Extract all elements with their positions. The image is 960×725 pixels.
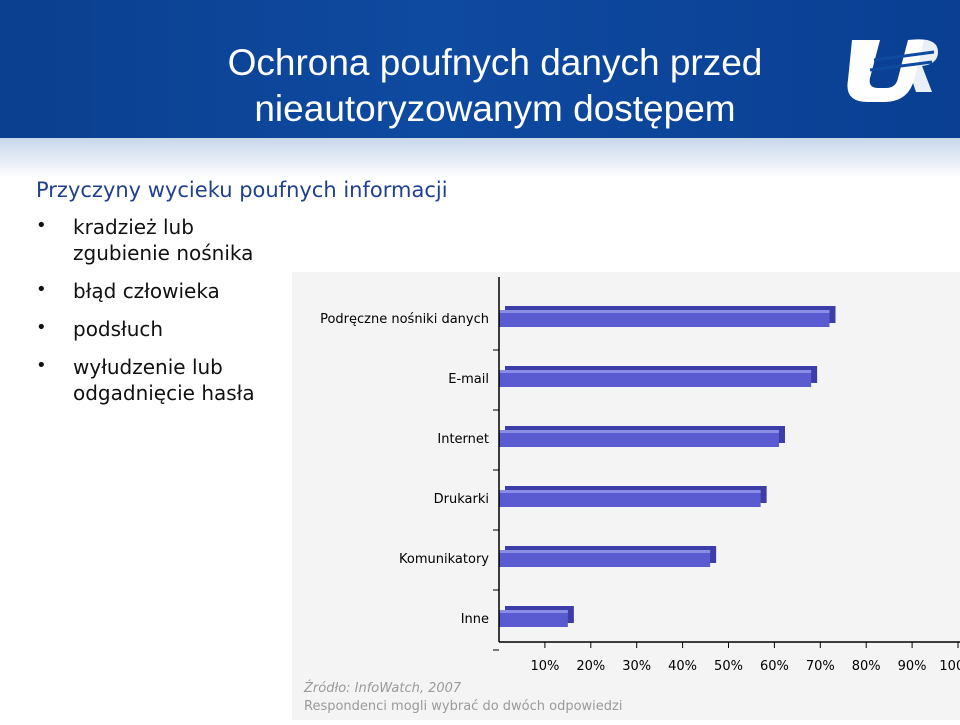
header-fade xyxy=(0,138,960,178)
bullet-text: błąd człowieka xyxy=(73,279,220,303)
category-label: Inne xyxy=(461,612,489,627)
x-tick-label: 60% xyxy=(760,659,789,674)
title-line-2: nieautoryzowanym dostępem xyxy=(254,88,736,129)
bar-chart: Podręczne nośniki danych E-mail Internet Dr… xyxy=(303,277,960,714)
bullet-icon: • xyxy=(36,279,47,300)
bullet-list: • kradzież lub zgubienie nośnika • błąd cz… xyxy=(36,214,296,418)
bullet-item: • kradzież lub zgubienie nośnika xyxy=(36,214,296,266)
bar-highlight xyxy=(499,490,761,493)
section-subtitle: Przyczyny wycieku poufnych informacji xyxy=(36,178,448,202)
bullet-text: podsłuch xyxy=(73,317,164,341)
bar xyxy=(499,550,711,567)
bullet-icon: • xyxy=(36,355,47,376)
bar xyxy=(499,610,568,627)
bar-highlight xyxy=(499,310,830,313)
x-tick-label: 70% xyxy=(806,659,835,674)
slide-header xyxy=(0,0,960,138)
bar-highlight xyxy=(499,430,779,433)
bullet-text: kradzież lub zgubienie nośnika xyxy=(73,215,254,265)
x-tick-label: 50% xyxy=(714,659,743,674)
bullet-item: • wyłudzenie lub odgadnięcie hasła xyxy=(36,354,296,406)
bar xyxy=(499,490,761,507)
chart-panel: Podręczne nośniki danych E-mail Internet Dr… xyxy=(292,272,960,720)
bar xyxy=(499,310,830,327)
category-label: Podręczne nośniki danych xyxy=(320,312,489,327)
category-label: E-mail xyxy=(448,372,489,387)
category-label: Internet xyxy=(437,432,489,447)
bullet-item: • podsłuch xyxy=(36,316,296,342)
category-label: Komunikatory xyxy=(399,552,489,567)
x-tick-label: 30% xyxy=(622,659,651,674)
category-label: Drukarki xyxy=(434,492,489,507)
university-logo-icon xyxy=(847,39,938,102)
x-tick-label: 80% xyxy=(852,659,881,674)
x-tick-label: 20% xyxy=(576,659,605,674)
x-tick-label: 100% xyxy=(939,659,960,674)
x-tick-label: 90% xyxy=(898,659,927,674)
bar xyxy=(499,370,812,387)
bullet-text: wyłudzenie lub odgadnięcie hasła xyxy=(73,355,255,405)
slide-title: Ochrona poufnych danych przed nieautoryz… xyxy=(150,40,840,132)
chart-source-line-1: Źródło: InfoWatch, 2007 xyxy=(303,680,462,696)
bar-highlight xyxy=(499,550,711,553)
bar-highlight xyxy=(499,610,568,613)
x-tick-label: 10% xyxy=(530,659,559,674)
bullet-icon: • xyxy=(36,317,47,338)
title-line-1: Ochrona poufnych danych przed xyxy=(227,42,763,83)
x-tick-label: 40% xyxy=(668,659,697,674)
chart-source-line-2: Respondenci mogli wybrać do dwóch odpowi… xyxy=(304,699,622,714)
bar xyxy=(499,430,779,447)
bullet-icon: • xyxy=(36,215,47,236)
bullet-item: • błąd człowieka xyxy=(36,278,296,304)
bar-highlight xyxy=(499,370,812,373)
